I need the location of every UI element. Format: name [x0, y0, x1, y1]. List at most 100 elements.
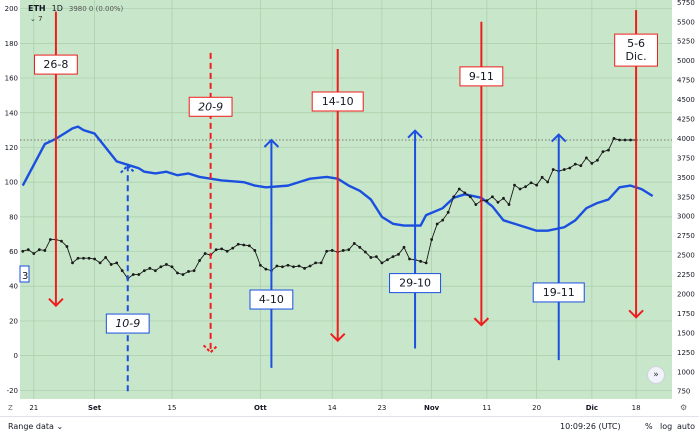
signal-label-box	[249, 289, 294, 310]
z-icon[interactable]: Z	[8, 404, 13, 412]
left-tick-label: 200	[5, 5, 18, 13]
price-point	[71, 261, 74, 265]
right-tick-label: 2500	[677, 252, 695, 260]
right-tick-label: 1250	[677, 349, 695, 357]
signal-label: 19-11	[543, 286, 575, 299]
price-point	[286, 263, 290, 267]
right-tick-label: 750	[677, 388, 690, 396]
right-tick-label: 5250	[677, 38, 695, 46]
log-scale-toggle[interactable]: log	[660, 422, 673, 431]
price-point	[330, 249, 334, 252]
price-point	[441, 218, 445, 222]
price-point	[131, 273, 135, 276]
price-point	[424, 261, 428, 265]
left-tick-label: 180	[5, 40, 18, 48]
right-tick-label: 2000	[677, 291, 695, 299]
signal-label-box	[389, 273, 442, 294]
symbol-label[interactable]: ETH	[28, 4, 46, 13]
price-point	[369, 256, 373, 259]
x-tick-label: 20	[532, 404, 541, 412]
chart-area[interactable]: 200180160140120100806040200-205750550052…	[0, 0, 699, 416]
price-point	[435, 222, 439, 226]
value-readout: 3980 0 (0.00%)	[68, 5, 124, 13]
price-point	[430, 238, 434, 241]
signal-label: 9-11	[469, 70, 494, 83]
signal-label-box	[105, 313, 150, 334]
price-point	[76, 256, 80, 260]
price-point	[303, 266, 306, 270]
x-tick-label: 14	[328, 404, 337, 412]
right-tick-label: 5750	[677, 0, 695, 7]
price-point	[93, 257, 96, 261]
price-point	[192, 269, 196, 273]
price-point	[485, 199, 489, 203]
right-tick-label: 4000	[677, 135, 695, 143]
price-point	[468, 195, 472, 199]
price-point	[82, 256, 85, 260]
percent-scale-toggle[interactable]: %	[645, 422, 653, 431]
price-point	[187, 270, 190, 273]
right-tick-label: 3750	[677, 154, 695, 162]
signal-label: 14-10	[322, 95, 354, 108]
signal-label: 4-10	[259, 293, 284, 306]
x-tick-label: 15	[167, 404, 176, 412]
price-point	[242, 243, 246, 247]
price-point	[170, 265, 174, 269]
price-point	[115, 261, 119, 265]
price-point	[153, 269, 157, 273]
price-point	[380, 261, 384, 265]
left-edge-label-box	[19, 265, 30, 283]
double-chevron-right-icon[interactable]: »	[647, 366, 665, 384]
right-tick-label: 1000	[677, 368, 695, 376]
price-point	[363, 250, 367, 254]
price-point	[535, 183, 539, 187]
right-tick-label: 5000	[677, 57, 695, 65]
interval-label[interactable]: 1D	[51, 4, 63, 13]
price-point	[203, 252, 207, 255]
price-point	[253, 249, 257, 252]
arrowhead-icon	[407, 129, 423, 139]
left-tick-label: 160	[5, 75, 18, 83]
left-tick-label: 0	[14, 352, 18, 360]
average-line	[21, 125, 654, 232]
left-tick-label: 60	[9, 248, 18, 256]
signal-label: 5-6	[627, 37, 645, 50]
right-tick-label: 3000	[677, 213, 695, 221]
right-axis-panel	[672, 0, 699, 399]
price-point	[37, 248, 41, 252]
price-point	[507, 203, 511, 206]
price-point	[236, 242, 240, 246]
price-point	[347, 248, 351, 252]
right-tick-label: 2750	[677, 232, 695, 240]
gear-icon[interactable]: ⚙	[680, 403, 687, 412]
indicator-collapse-toggle[interactable]: ⌄ 7	[30, 15, 43, 23]
price-point	[596, 158, 599, 162]
right-tick-label: 1500	[677, 329, 695, 337]
x-tick-label: 11	[482, 404, 491, 412]
price-point	[584, 156, 588, 160]
price-point	[258, 263, 262, 267]
left-edge-label: 3	[22, 271, 28, 282]
signal-label-box	[34, 54, 78, 75]
range-dropdown[interactable]: Range data ⌄	[8, 422, 64, 431]
price-point	[176, 271, 179, 275]
price-point	[518, 187, 522, 191]
auto-scale-toggle[interactable]: auto	[677, 422, 696, 431]
price-point	[573, 162, 577, 166]
price-point	[142, 269, 146, 273]
price-point	[275, 264, 279, 268]
x-tick-label: Ott	[254, 404, 267, 412]
price-point	[281, 265, 284, 269]
left-tick-label: 80	[9, 213, 18, 221]
price-point	[452, 195, 456, 199]
price-point	[529, 181, 533, 185]
arrowhead-icon	[263, 138, 280, 148]
x-tick-label: Set	[88, 404, 102, 412]
right-tick-label: 2250	[677, 271, 695, 279]
price-point	[43, 249, 47, 252]
price-point	[496, 200, 500, 204]
price-point	[562, 168, 566, 171]
price-point	[247, 244, 251, 248]
price-point	[220, 247, 224, 251]
price-point	[292, 265, 295, 269]
